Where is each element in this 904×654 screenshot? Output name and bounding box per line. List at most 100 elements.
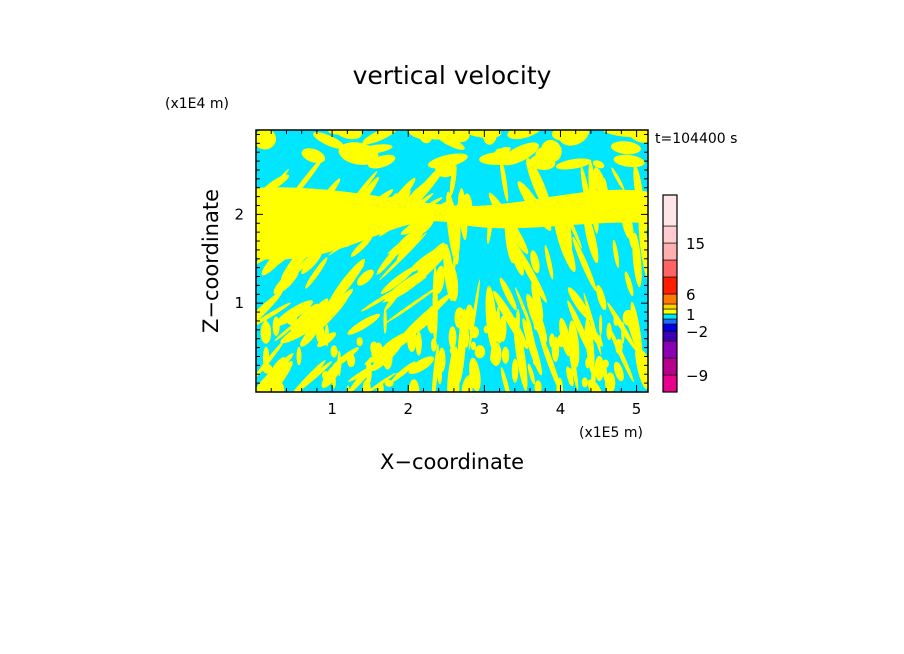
field-speckle [272, 316, 280, 336]
field-speckle [286, 315, 297, 326]
field-streak [583, 292, 602, 356]
field-speckle [378, 381, 384, 392]
field-speckle [483, 325, 489, 334]
field-streak [568, 320, 580, 368]
colorbar-band [662, 293, 678, 305]
x-axis-ticks: 1 2 3 4 5 [270, 130, 642, 418]
field-speckle [599, 314, 603, 336]
colorbar-band [662, 318, 678, 325]
field-streak [445, 191, 460, 265]
field-speckle [365, 359, 372, 385]
field-streak [555, 158, 592, 170]
field-streak [544, 244, 554, 280]
x-tick-label: 1 [327, 400, 337, 418]
field-streak [416, 242, 445, 277]
x-unit-label: (x1E5 m) [579, 425, 643, 441]
field-streak [408, 356, 435, 375]
z-axis-label: Z−coordinate [199, 189, 223, 333]
field-speckle [606, 322, 612, 341]
field-streak [461, 375, 474, 392]
field-streak [256, 302, 291, 329]
field-streak [313, 132, 345, 150]
field-speckle [324, 324, 329, 347]
field-speckle [615, 338, 623, 355]
field-streak [390, 230, 416, 258]
field-streak [278, 237, 332, 288]
field-streak [430, 130, 451, 140]
field-streak [628, 130, 648, 143]
field-streak [396, 224, 427, 262]
field-streak [613, 154, 645, 168]
colorbar [662, 194, 678, 393]
field-speckle [603, 366, 608, 381]
field-streak [348, 170, 378, 208]
field-streak [417, 130, 433, 144]
field-streak [612, 239, 620, 268]
field-speckle [424, 313, 429, 323]
field-speckle [384, 379, 394, 387]
field-speckle [526, 325, 531, 346]
field-streak [326, 201, 362, 233]
field-speckle [533, 322, 538, 331]
field-speckle [430, 338, 437, 352]
field-streak [554, 217, 576, 273]
field-speckle [584, 324, 588, 341]
field-speckle [621, 321, 625, 344]
colorbar-tick-label: 6 [686, 286, 696, 304]
field-speckle [454, 307, 465, 329]
field-streak [384, 285, 440, 324]
field-streak [485, 285, 497, 351]
field-speckle [463, 326, 470, 348]
field-streak [413, 201, 449, 232]
field-speckle [499, 315, 507, 342]
colorbar-tick-label: −9 [686, 367, 708, 385]
field-streak [256, 291, 283, 340]
field-speckle [382, 344, 393, 370]
field-streak [431, 344, 439, 392]
z-axis-ticks: 12 [234, 133, 648, 384]
field-speckle [308, 305, 312, 319]
field-streak [624, 271, 634, 297]
colorbar-band [662, 259, 678, 278]
field-streak [293, 361, 332, 392]
field-streak [356, 269, 374, 286]
colorbar-labels: 15 6 1−2 −9 [686, 235, 708, 385]
field-speckle [263, 319, 268, 328]
field-streak [449, 163, 457, 196]
field-speckle [556, 334, 566, 348]
field-streak [443, 244, 455, 302]
field-speckle [438, 347, 446, 373]
field-streak [524, 309, 537, 353]
colorbar-tick-label: −2 [686, 323, 708, 341]
field-speckle [408, 379, 420, 392]
colorbar-frame [662, 194, 678, 393]
field-streak [463, 130, 502, 139]
field-streak [462, 193, 473, 220]
field-streak [305, 257, 328, 289]
field-speckle [602, 359, 609, 368]
field-speckle [395, 372, 399, 380]
x-tick-label: 3 [480, 400, 490, 418]
x-tick-label: 5 [632, 400, 642, 418]
field-streak [529, 154, 556, 171]
field-streak [420, 197, 443, 211]
field-streak [368, 154, 396, 169]
field-speckle [630, 317, 639, 335]
colorbar-band [662, 242, 678, 261]
field-speckle [356, 337, 363, 347]
x-tick-label: 2 [403, 400, 413, 418]
field-speckle [496, 306, 500, 328]
field-streak [526, 157, 552, 214]
field-streak [488, 192, 529, 255]
field-streak [379, 192, 434, 237]
field-streak [607, 324, 634, 383]
field-streak [588, 161, 599, 234]
field-streak [632, 232, 642, 288]
field-speckle [273, 381, 285, 392]
field-streak [271, 225, 315, 268]
field-speckle [594, 355, 605, 382]
field-streak [560, 198, 582, 249]
field-speckle [322, 306, 333, 321]
colorbar-band [662, 374, 678, 393]
